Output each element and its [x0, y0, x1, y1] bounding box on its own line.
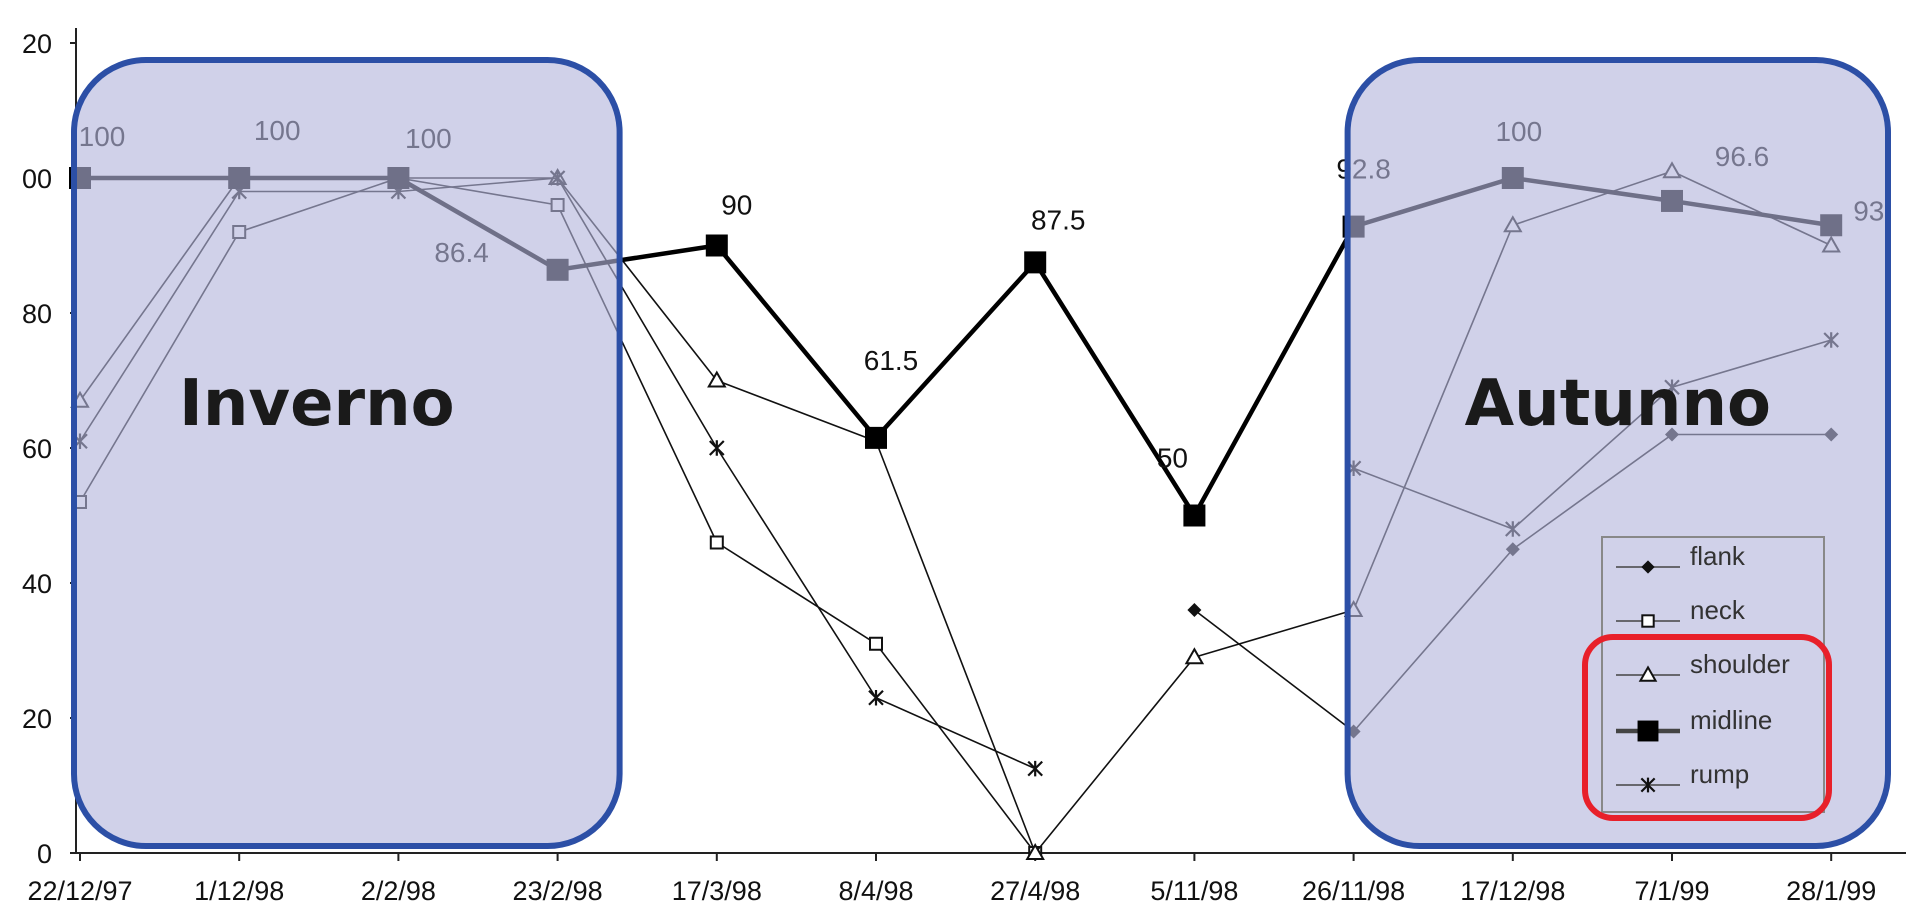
point-midline — [705, 234, 728, 257]
y-tick-labels: 0 20 40 60 80 00 20 — [22, 29, 52, 869]
point-neck — [869, 636, 883, 651]
point-shoulder — [707, 370, 727, 388]
legend-highlight — [1582, 634, 1832, 821]
x-tick-label: 5/11/98 — [1150, 876, 1238, 906]
x-tick-label: 22/12/97 — [27, 876, 132, 906]
legend-marker — [1641, 560, 1655, 574]
x-tick-label: 2/2/98 — [361, 876, 436, 906]
x-tick-label: 7/1/99 — [1634, 876, 1709, 906]
season-label: Autunno — [1465, 367, 1771, 441]
season-label: Inverno — [179, 367, 455, 441]
x-tick-label: 17/3/98 — [672, 876, 762, 906]
y-tick-label: 80 — [22, 299, 52, 329]
legend: flank neck shoulder midline rump — [1601, 536, 1825, 813]
legend-label: shoulder — [1690, 649, 1790, 679]
legend-item-flank: flank — [1616, 541, 1746, 574]
legend-label: midline — [1690, 705, 1772, 735]
y-tick-label: 0 — [37, 839, 52, 869]
legend-highlight-box — [1582, 634, 1832, 821]
x-tick-label: 27/4/98 — [990, 876, 1080, 906]
point-shoulder — [1184, 647, 1205, 665]
legend-label: rump — [1690, 759, 1749, 789]
season-box — [71, 57, 623, 849]
data-label: 50 — [1157, 443, 1188, 474]
point-shoulder — [1025, 842, 1045, 860]
x-tick-label: 8/4/98 — [838, 876, 913, 906]
x-tick-label: 28/1/99 — [1786, 876, 1876, 906]
x-tick-label: 1/12/98 — [194, 876, 284, 906]
legend-item-neck: neck — [1616, 595, 1746, 628]
legend-marker — [1638, 665, 1658, 682]
y-tick-label: 00 — [22, 164, 52, 194]
legend-box — [1601, 536, 1825, 813]
data-label: 61.5 — [864, 345, 919, 376]
point-flank — [1187, 603, 1202, 617]
y-tick-label: 60 — [22, 434, 52, 464]
x-tick-label: 17/12/98 — [1460, 876, 1565, 906]
season-box — [1344, 57, 1891, 849]
y-tick-label: 20 — [22, 704, 52, 734]
legend-item-rump: rump — [1616, 759, 1749, 793]
x-tick-label: 26/11/98 — [1302, 876, 1405, 906]
legend-label: flank — [1690, 541, 1746, 571]
point-rump — [709, 440, 725, 456]
season-overlays: Inverno Autunno — [71, 57, 1891, 849]
x-tick-marks — [79, 853, 1833, 861]
x-tick-label: 23/2/98 — [513, 876, 603, 906]
y-tick-label: 20 — [22, 29, 52, 59]
season-region: Autunno — [1344, 57, 1891, 849]
y-tick-label: 40 — [22, 569, 52, 599]
x-tick-labels: 22/12/97 1/12/98 2/2/98 23/2/98 17/3/98 8/4/9… — [27, 876, 1876, 906]
point-rump — [868, 689, 884, 706]
point-midline — [865, 426, 887, 449]
legend-marker — [1640, 777, 1656, 793]
legend-item-midline: midline — [1616, 705, 1772, 742]
legend-label: neck — [1690, 595, 1746, 625]
data-label: 87.5 — [1031, 204, 1086, 235]
season-region: Inverno — [71, 57, 623, 849]
point-midline — [1183, 504, 1206, 527]
point-midline — [1024, 251, 1047, 274]
data-label: 90 — [721, 190, 752, 221]
point-rump — [1027, 760, 1043, 777]
legend-item-shoulder: shoulder — [1616, 649, 1790, 682]
point-neck — [709, 535, 724, 550]
legend-marker — [1641, 614, 1655, 628]
legend-marker — [1637, 720, 1659, 742]
